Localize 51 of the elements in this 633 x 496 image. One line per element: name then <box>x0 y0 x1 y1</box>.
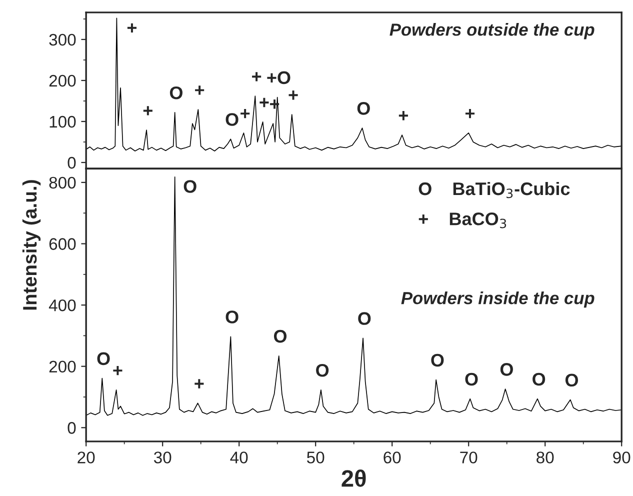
y-tick-label: 0 <box>68 156 76 169</box>
annotation: O <box>97 352 110 366</box>
text: Powders outside the cup <box>390 23 594 40</box>
annotation: O <box>500 363 513 376</box>
y-tick-label: 400 <box>48 299 76 312</box>
y-tick-label: 0 <box>68 422 76 434</box>
annotation: + <box>113 366 122 376</box>
annotation: O <box>226 310 238 324</box>
annotation: O <box>274 330 287 343</box>
annotation: + <box>288 90 298 100</box>
x-tick-label: 50 <box>306 452 324 464</box>
annotation: + <box>195 86 204 95</box>
annotation: + <box>398 111 408 120</box>
x-tick-label: 40 <box>230 452 248 464</box>
annotation: + BaCO$_{3}$ <box>418 212 506 228</box>
annotation: O <box>358 312 371 325</box>
x-tick-label: 60 <box>384 452 401 464</box>
y-tick-label: 100 <box>50 116 76 128</box>
annotation: O <box>316 364 329 377</box>
y-axis-title: Intensity (a.u.) <box>22 180 41 310</box>
x-axis-title: 2θ <box>342 469 366 487</box>
y-tick-label: 200 <box>49 360 76 373</box>
annotation: + <box>143 106 152 116</box>
annotation: + <box>465 108 475 118</box>
x-tick-label: 20 <box>78 452 95 464</box>
y-tick-label: 600 <box>49 238 76 250</box>
annotation: O <box>357 102 370 115</box>
annotation: + <box>252 72 262 82</box>
annotation: + <box>127 23 137 32</box>
annotation: O <box>532 372 546 386</box>
y-tick-label: 200 <box>49 74 76 87</box>
annotation: + <box>194 379 204 388</box>
annotation: O BaTiO$_{3}$-Cubic <box>418 182 570 198</box>
annotation: +O <box>267 71 290 84</box>
x-tick-label: 80 <box>536 452 554 464</box>
x-tick-label: 30 <box>154 452 172 464</box>
annotation: O <box>170 86 182 100</box>
annotation: + <box>240 108 250 118</box>
y-tick-label: 800 <box>49 176 76 189</box>
line-series <box>86 18 622 152</box>
text: Powders inside the cup <box>401 291 594 308</box>
annotation: O <box>431 354 444 367</box>
x-tick-label: 70 <box>460 452 478 464</box>
y-tick-label: 300 <box>49 34 76 46</box>
line-series <box>86 176 622 416</box>
annotation: + <box>260 98 269 108</box>
annotation: O <box>465 372 478 386</box>
annotation: O <box>565 374 578 387</box>
annotation: O <box>226 113 238 126</box>
x-tick-label: 90 <box>613 452 630 464</box>
annotation: O <box>184 180 196 193</box>
